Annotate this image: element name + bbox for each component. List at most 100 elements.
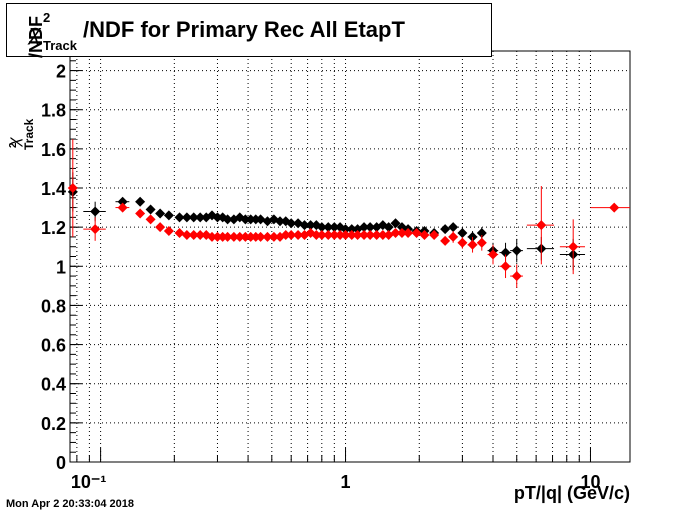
data-point bbox=[448, 231, 459, 242]
data-point bbox=[316, 222, 327, 233]
data-point bbox=[403, 228, 414, 239]
data-point bbox=[500, 247, 511, 258]
data-point bbox=[311, 229, 322, 240]
data-point bbox=[174, 212, 185, 223]
data-markers bbox=[67, 139, 630, 288]
data-point bbox=[365, 229, 376, 240]
data-point bbox=[188, 229, 199, 240]
data-point bbox=[335, 229, 346, 240]
data-point bbox=[181, 229, 192, 240]
y-tick-label: 1.6 bbox=[41, 140, 66, 160]
y-tick-label: 0 bbox=[56, 453, 66, 473]
title-chi-symbol: χ bbox=[29, 20, 42, 45]
data-point bbox=[135, 196, 146, 207]
data-point bbox=[340, 229, 351, 240]
y-tick-label: 1.2 bbox=[41, 218, 66, 238]
data-point bbox=[457, 228, 468, 239]
data-point bbox=[390, 218, 401, 229]
x-tick-label: 10⁻¹ bbox=[71, 472, 107, 492]
data-point bbox=[365, 222, 376, 233]
data-point bbox=[280, 229, 291, 240]
data-point bbox=[117, 202, 128, 213]
data-point bbox=[163, 226, 174, 237]
data-point bbox=[396, 228, 407, 239]
data-point bbox=[476, 228, 487, 239]
data-point bbox=[359, 222, 370, 233]
y-tick-label: 0.8 bbox=[41, 296, 66, 316]
data-point bbox=[371, 229, 382, 240]
data-point bbox=[305, 220, 316, 231]
data-point bbox=[286, 218, 297, 229]
y-tick-label: 2 bbox=[56, 62, 66, 82]
data-point bbox=[90, 224, 101, 235]
data-point bbox=[155, 222, 166, 233]
data-point bbox=[411, 228, 422, 239]
data-point bbox=[67, 183, 78, 193]
data-point bbox=[163, 210, 174, 221]
timestamp: Mon Apr 2 20:33:04 2018 bbox=[6, 498, 134, 510]
data-point bbox=[511, 271, 522, 282]
data-point bbox=[240, 214, 251, 225]
data-point bbox=[419, 229, 430, 240]
series-0 bbox=[67, 172, 586, 271]
data-point bbox=[245, 231, 256, 242]
data-point bbox=[262, 231, 273, 242]
data-point bbox=[181, 212, 192, 223]
data-point bbox=[145, 214, 156, 225]
y-axis-label-sup: 2 bbox=[8, 142, 19, 148]
data-point bbox=[212, 231, 223, 242]
x-axis-ticks: 10⁻¹ 1 10 bbox=[71, 448, 600, 492]
y-tick-label: 0.4 bbox=[41, 375, 66, 395]
data-point bbox=[135, 208, 146, 219]
data-point bbox=[377, 229, 388, 240]
data-point bbox=[440, 235, 451, 246]
y-tick-label: 1.4 bbox=[41, 179, 66, 199]
data-point bbox=[383, 222, 394, 233]
title-box: χ 2 Track /NDF for Primary Rec All EtapT bbox=[6, 3, 492, 57]
data-point bbox=[346, 229, 357, 240]
data-point bbox=[212, 212, 223, 223]
title-subscript: Track bbox=[43, 38, 77, 53]
data-point bbox=[174, 228, 185, 239]
x-tick-label: 1 bbox=[341, 472, 351, 492]
y-axis-label-sub: Track bbox=[22, 118, 36, 150]
series-1 bbox=[67, 139, 630, 288]
data-point bbox=[240, 231, 251, 242]
data-point bbox=[222, 214, 233, 225]
data-point bbox=[568, 241, 579, 252]
y-tick-label: 1.8 bbox=[41, 101, 66, 121]
data-point bbox=[440, 224, 451, 235]
data-point bbox=[323, 229, 334, 240]
data-point bbox=[467, 239, 478, 250]
data-point bbox=[536, 220, 547, 231]
data-point bbox=[329, 229, 340, 240]
data-point bbox=[390, 228, 401, 239]
data-point bbox=[299, 220, 310, 231]
data-point bbox=[488, 249, 499, 260]
data-point bbox=[145, 204, 156, 215]
y-axis-ticks: 0 0.2 0.4 0.6 0.8 1 1.2 1.4 1.6 1.8 2 bbox=[41, 50, 82, 473]
data-point bbox=[117, 196, 128, 207]
title-superscript: 2 bbox=[43, 10, 51, 25]
data-point bbox=[268, 231, 279, 242]
data-point bbox=[476, 237, 487, 248]
data-point bbox=[511, 245, 522, 256]
data-point bbox=[457, 237, 468, 248]
y-axis-label: /NDF bbox=[26, 16, 46, 58]
data-point bbox=[346, 224, 357, 235]
data-point bbox=[222, 231, 233, 242]
plot-frame bbox=[69, 50, 631, 463]
data-point bbox=[448, 222, 459, 233]
data-point bbox=[188, 212, 199, 223]
data-point bbox=[245, 214, 256, 225]
x-axis-label: pT/|q| (GeV/c) bbox=[513, 483, 630, 503]
data-point bbox=[195, 212, 206, 223]
data-point bbox=[274, 216, 285, 227]
data-point bbox=[286, 229, 297, 240]
y-tick-label: 1 bbox=[56, 257, 66, 277]
data-point bbox=[429, 229, 440, 240]
data-point bbox=[340, 224, 351, 235]
data-point bbox=[293, 229, 304, 240]
data-point bbox=[323, 222, 334, 233]
